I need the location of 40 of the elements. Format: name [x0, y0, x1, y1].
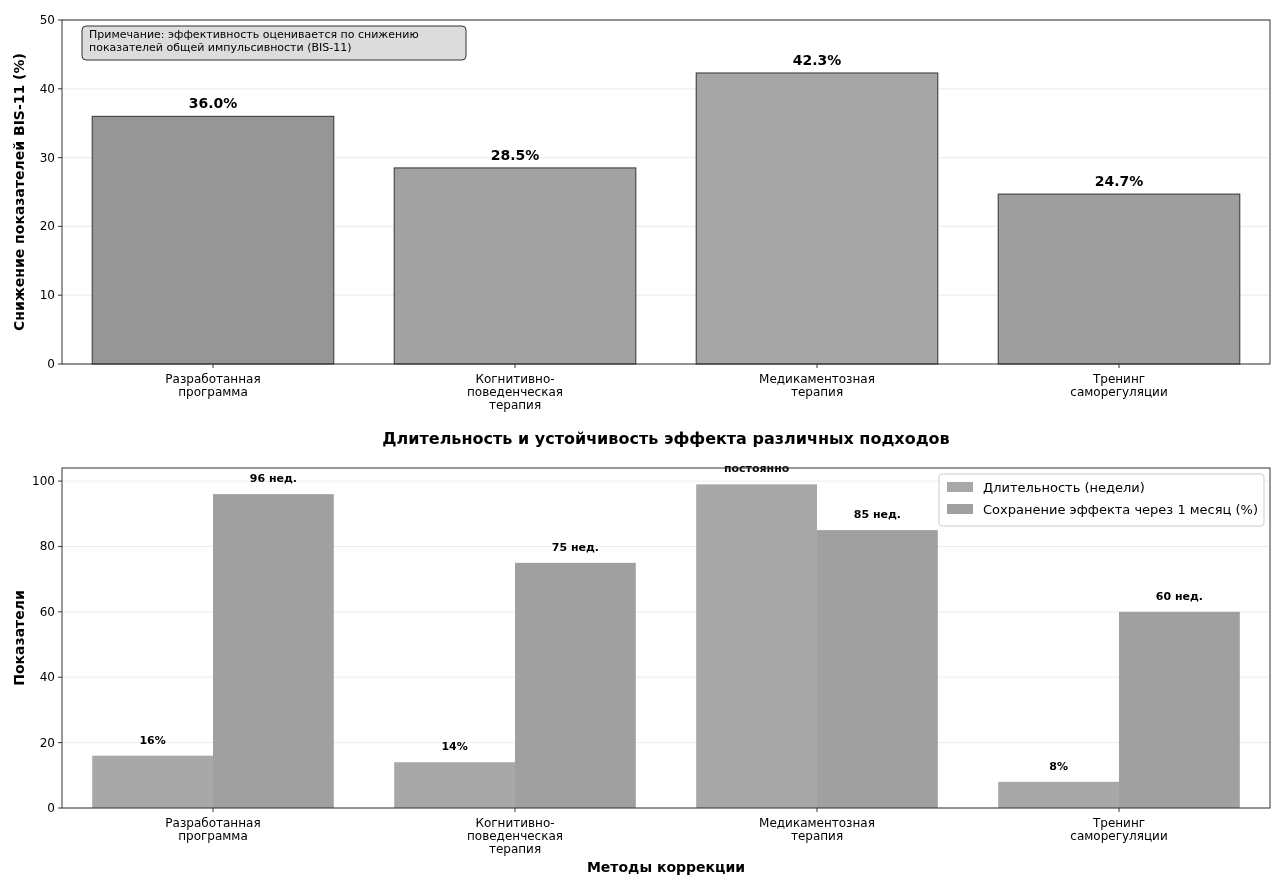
x-tick-label: Когнитивно- поведенческая терапия: [466, 816, 564, 856]
y-tick-label: 30: [39, 150, 55, 165]
data-label: 42.3%: [792, 51, 842, 68]
data-label: 60 нед.: [1155, 589, 1204, 603]
annotation: Примечание: эффективность оценивается по снижению показателей общей импульсивности (BIS-11): [89, 28, 419, 54]
y-tick-label: 80: [39, 539, 55, 554]
x-tick-label: Тренинг саморегуляции: [1070, 816, 1168, 843]
y-tick-label: 20: [39, 219, 55, 234]
x-tick-label: Медикаментозная терапия: [759, 372, 875, 399]
y-tick-label: 10: [39, 288, 55, 303]
data-label: постоянно: [723, 462, 790, 476]
data-label: 28.5%: [490, 146, 540, 163]
y-tick-label: 100: [32, 474, 55, 489]
note-box: Примечание: эффективность оценивается по снижению показателей общей импульсивности (BIS-11): [81, 25, 467, 61]
x-axis-title: Методы коррекции: [586, 859, 746, 875]
y-tick-label: 60: [39, 604, 55, 619]
y-tick-label: 0: [47, 357, 55, 371]
x-tick-label: Разработанная программа: [165, 372, 261, 399]
legend-label: Длительность (недели): [983, 480, 1145, 495]
chart-title: Длительность и устойчивость эффекта различных подходов: [382, 429, 950, 448]
data-label: 96 нед.: [249, 472, 298, 486]
data-label: 24.7%: [1094, 173, 1144, 190]
y-tick-label: 40: [39, 81, 55, 96]
y-tick-label: 0: [47, 801, 55, 815]
x-tick-label: Когнитивно- поведенческая терапия: [466, 372, 564, 412]
data-label: 16%: [139, 733, 166, 747]
x-tick-label: Тренинг саморегуляции: [1070, 372, 1168, 399]
data-label: 75 нед.: [551, 540, 600, 554]
data-label: 36.0%: [188, 95, 238, 112]
data-label: 8%: [1049, 759, 1068, 773]
y-tick-label: 40: [39, 670, 55, 685]
x-tick-label: Разработанная программа: [165, 816, 261, 843]
y-tick-label: 20: [39, 735, 55, 750]
y-axis-title: Показатели: [11, 590, 27, 686]
data-label: 14%: [441, 740, 468, 754]
y-tick-label: 50: [39, 13, 55, 27]
legend-label: Сохранение эффекта через 1 месяц (%): [983, 502, 1259, 517]
y-axis-title: Снижение показателей BIS-11 (%): [11, 53, 27, 331]
data-label: 85 нед.: [853, 508, 902, 522]
x-tick-label: Медикаментозная терапия: [759, 816, 875, 843]
